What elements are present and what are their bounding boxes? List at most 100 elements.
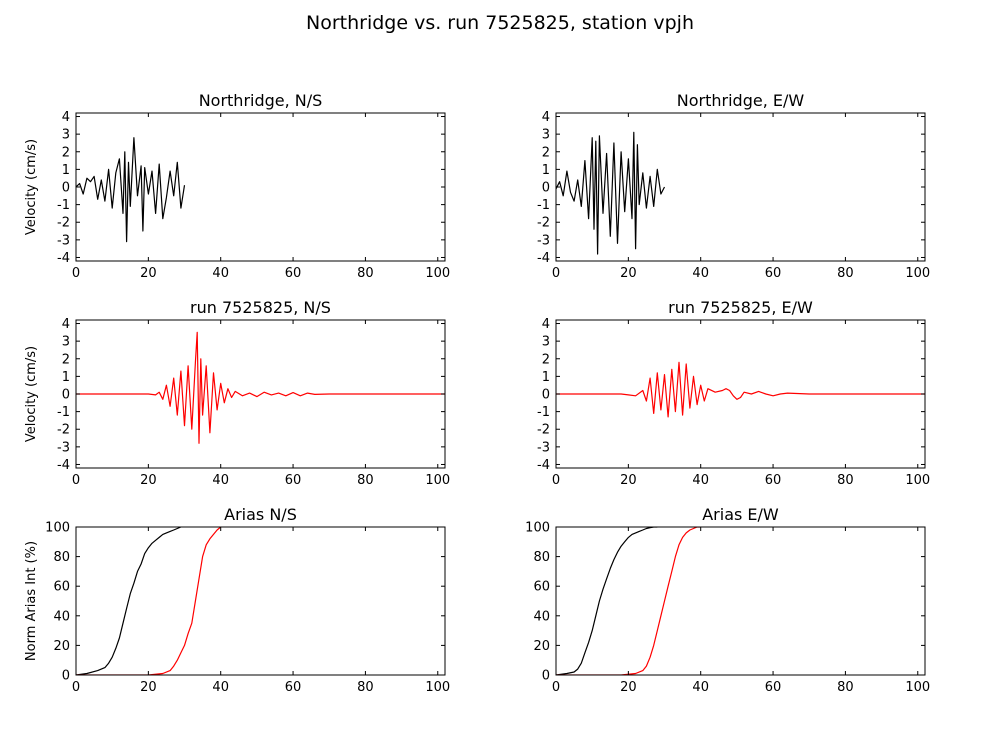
x-tick-label: 40 <box>212 680 229 695</box>
y-tick-label: -1 <box>57 405 70 420</box>
y-tick-label: 2 <box>542 145 550 160</box>
y-tick-label: 100 <box>45 521 70 536</box>
x-tick-label: 40 <box>692 266 709 281</box>
subplot: 0 20 40 60 80 100 -4 -3 -2 -1 0 1 2 3 4 Northridge, E/W <box>537 91 930 281</box>
subplot: 0 20 40 60 80 100 -4 -3 -2 -1 0 1 2 3 4 run 7525825, E/… <box>537 298 930 488</box>
series-line <box>76 331 445 444</box>
y-tick-label: 3 <box>62 128 70 143</box>
x-tick-label: 60 <box>285 680 302 695</box>
figure-title: Northridge vs. run 7525825, station vpjh <box>306 12 694 34</box>
series-line <box>556 527 701 675</box>
subplot-title: Arias E/W <box>702 505 779 524</box>
x-tick-label: 0 <box>552 266 560 281</box>
subplot-title: run 7525825, E/W <box>668 298 813 317</box>
y-tick-label: -2 <box>537 216 550 231</box>
y-tick-label: -4 <box>537 251 550 266</box>
y-tick-label: 2 <box>62 352 70 367</box>
x-tick-label: 80 <box>357 680 374 695</box>
y-tick-label: 80 <box>533 550 550 565</box>
y-tick-label: 2 <box>542 352 550 367</box>
y-tick-label: 0 <box>62 669 70 684</box>
series-line <box>76 137 186 243</box>
y-tick-label: 40 <box>53 609 70 624</box>
y-tick-label: 2 <box>62 145 70 160</box>
x-tick-label: 0 <box>552 473 560 488</box>
series-line <box>76 527 222 675</box>
y-tick-label: -4 <box>57 458 70 473</box>
y-tick-label: 80 <box>53 550 70 565</box>
x-tick-label: 20 <box>620 473 637 488</box>
y-tick-label: 4 <box>62 317 70 332</box>
subplot: 0 20 40 60 80 100 0 20 40 60 80 100 Arias N/S Norm Ar… <box>24 505 450 695</box>
y-tick-label: 1 <box>62 163 70 178</box>
y-tick-label: 0 <box>542 669 550 684</box>
x-tick-label: 60 <box>285 266 302 281</box>
y-tick-label: 1 <box>542 370 550 385</box>
x-tick-label: 80 <box>357 473 374 488</box>
x-tick-label: 20 <box>620 266 637 281</box>
y-tick-label: -1 <box>537 198 550 213</box>
y-tick-label: -3 <box>537 233 550 248</box>
x-tick-label: 20 <box>140 266 157 281</box>
y-tick-label: -3 <box>57 440 70 455</box>
x-tick-label: 60 <box>285 473 302 488</box>
y-tick-label: 3 <box>542 335 550 350</box>
subplot-title: Arias N/S <box>224 505 297 524</box>
x-tick-label: 80 <box>837 680 854 695</box>
series-line <box>76 527 182 675</box>
axes-frame <box>75 526 446 676</box>
y-tick-label: 1 <box>62 370 70 385</box>
y-tick-label: 3 <box>62 335 70 350</box>
y-tick-label: 4 <box>542 317 550 332</box>
x-tick-label: 100 <box>905 266 930 281</box>
subplot: 0 20 40 60 80 100 -4 -3 -2 -1 0 1 2 3 4 Northridge, N/S… <box>24 91 450 281</box>
subplot: 0 20 40 60 80 100 0 20 40 60 80 100 Arias E/W <box>525 505 930 695</box>
y-tick-label: 20 <box>53 639 70 654</box>
axes-frame <box>555 526 926 676</box>
x-tick-label: 40 <box>212 266 229 281</box>
x-tick-label: 0 <box>72 473 80 488</box>
x-tick-label: 0 <box>552 680 560 695</box>
x-tick-label: 60 <box>765 473 782 488</box>
x-tick-label: 100 <box>425 266 450 281</box>
x-tick-label: 80 <box>837 473 854 488</box>
y-tick-label: -1 <box>57 198 70 213</box>
y-axis-label: Velocity (cm/s) <box>24 346 39 442</box>
y-tick-label: 4 <box>62 110 70 125</box>
y-tick-label: 0 <box>62 181 70 196</box>
y-axis-label: Velocity (cm/s) <box>24 139 39 235</box>
series-line <box>556 527 658 675</box>
x-tick-label: 100 <box>905 473 930 488</box>
subplot-title: run 7525825, N/S <box>190 298 331 317</box>
x-tick-label: 0 <box>72 680 80 695</box>
y-tick-label: 4 <box>542 110 550 125</box>
x-tick-label: 80 <box>357 266 374 281</box>
y-tick-label: -4 <box>57 251 70 266</box>
series-line <box>556 131 666 255</box>
y-tick-label: 100 <box>525 521 550 536</box>
series-line <box>556 361 925 418</box>
y-tick-label: -1 <box>537 405 550 420</box>
y-tick-label: 20 <box>533 639 550 654</box>
subplot: 0 20 40 60 80 100 -4 -3 -2 -1 0 1 2 3 4 run 7525825, N/… <box>24 298 450 488</box>
y-axis-label: Norm Arias Int (%) <box>24 541 39 661</box>
x-tick-label: 60 <box>765 680 782 695</box>
subplot-title: Northridge, E/W <box>677 91 805 110</box>
x-tick-label: 40 <box>212 473 229 488</box>
y-tick-label: -4 <box>537 458 550 473</box>
x-tick-label: 100 <box>905 680 930 695</box>
x-tick-label: 100 <box>425 680 450 695</box>
axes-frame <box>555 112 926 262</box>
subplot-title: Northridge, N/S <box>199 91 323 110</box>
x-tick-label: 40 <box>692 680 709 695</box>
y-tick-label: 3 <box>542 128 550 143</box>
y-tick-label: 60 <box>533 580 550 595</box>
y-tick-label: -2 <box>537 423 550 438</box>
y-tick-label: -3 <box>57 233 70 248</box>
x-tick-label: 40 <box>692 473 709 488</box>
y-tick-label: 0 <box>542 181 550 196</box>
y-tick-label: -2 <box>57 423 70 438</box>
y-tick-label: 0 <box>542 388 550 403</box>
